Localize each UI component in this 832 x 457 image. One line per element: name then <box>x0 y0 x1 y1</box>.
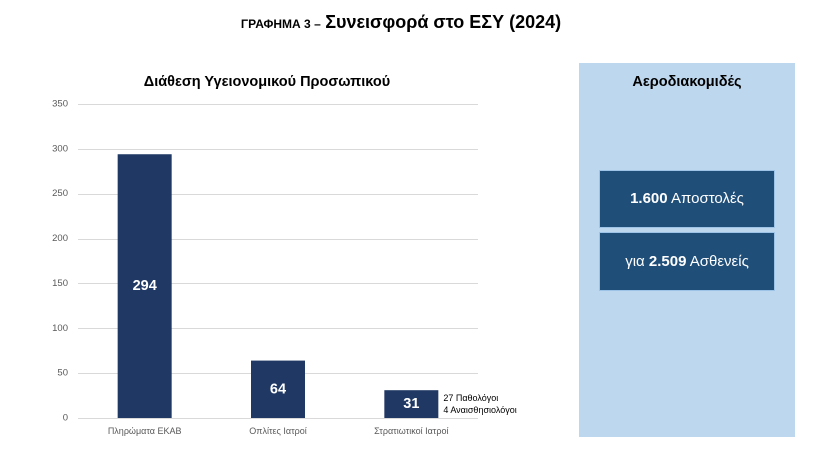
figure-number: ΓΡΑΦΗΜΑ 3 – <box>240 17 321 31</box>
y-tick-label: 50 <box>57 368 68 379</box>
missions-stat-box: 1.600 Αποστολές <box>599 170 775 228</box>
page-header: ΓΡΑΦΗΜΑ 3 – Συνεισφορά στο ΕΣΥ (2024) <box>0 10 802 34</box>
missions-label: Αποστολές <box>670 190 744 207</box>
bar <box>251 360 305 418</box>
y-tick-label: 100 <box>52 323 68 334</box>
bar-value-label: 294 <box>133 278 157 294</box>
page-title: Συνεισφορά στο ΕΣΥ (2024) <box>325 12 562 32</box>
category-label: Πληρώματα ΕΚΑΒ <box>108 426 182 436</box>
y-tick-label: 250 <box>52 188 68 199</box>
chart-title: Διάθεση Υγειονομικού Προσωπικού <box>143 74 391 90</box>
patients-stat-box: για 2.509 Ασθενείς <box>599 232 775 291</box>
y-tick-label: 350 <box>52 99 68 110</box>
patients-lead: για <box>625 253 645 270</box>
patients-value: 2.509 <box>648 253 687 270</box>
category-label: Οπλίτες Ιατροί <box>249 426 307 436</box>
y-tick-label: 200 <box>52 233 68 244</box>
missions-value: 1.600 <box>630 190 668 207</box>
y-tick-label: 150 <box>52 278 68 289</box>
bar-annotation-line: 4 Αναισθησιολόγοι <box>443 405 516 415</box>
y-tick-label: 300 <box>52 143 68 154</box>
bar-annotation-line: 27 Παθολόγοι <box>443 393 498 403</box>
bar-value-label: 31 <box>403 396 419 412</box>
category-label: Στρατιωτικοί Ιατροί <box>374 426 448 436</box>
panel-title: Αεροδιακομιδές <box>632 74 742 90</box>
bar <box>117 154 172 419</box>
bar <box>384 390 439 418</box>
patients-label: Ασθενείς <box>689 253 749 270</box>
bar-value-label: 64 <box>270 381 286 397</box>
bar-chart: 0 50 100 150 200 250 300 350 294 Πληρώματα ΕΚΑΒ 64… <box>52 99 517 437</box>
y-tick-label: 0 <box>63 413 68 424</box>
air-ambulance-panel: Αεροδιακομιδές 1.600 Αποστολές για 2.509… <box>579 63 795 437</box>
